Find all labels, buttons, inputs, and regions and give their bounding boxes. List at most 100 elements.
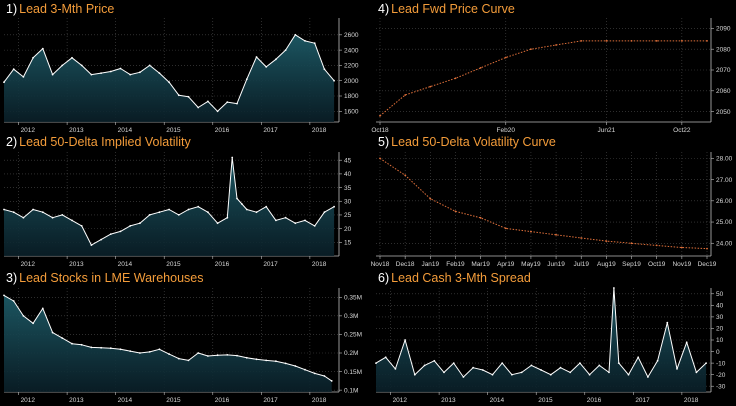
panel-4-number: 4) xyxy=(378,2,389,16)
p4-point xyxy=(680,40,683,42)
panel-6: 6) Lead Cash 3-Mth Spread -30 -20 -10 0 10 20 3… xyxy=(375,271,726,404)
p6-point xyxy=(530,364,533,367)
p5-xtick-label: Feb19 xyxy=(446,261,465,268)
p5-point xyxy=(555,233,557,236)
p2-point xyxy=(168,208,171,211)
p6-point xyxy=(443,371,445,374)
p4-ytick-label: 2060 xyxy=(716,88,731,95)
p1-point xyxy=(313,42,316,45)
p3-point xyxy=(265,359,268,362)
p2-point xyxy=(32,208,34,211)
p6-point xyxy=(666,321,669,324)
panel-3-title-text: Lead Stocks in LME Warehouses xyxy=(19,271,203,285)
p3-point xyxy=(207,355,209,357)
p3-area-fill xyxy=(4,295,332,392)
p6-xtick-label: 2014 xyxy=(490,397,505,404)
p5-point xyxy=(454,210,457,213)
p3-xtick-label: 2016 xyxy=(215,397,230,404)
p6-point xyxy=(705,362,707,364)
p1-area-fill xyxy=(4,34,335,122)
p6-point xyxy=(647,376,649,378)
p6-xtick-label: 2018 xyxy=(684,397,699,404)
p2-point xyxy=(71,219,73,222)
p1-point xyxy=(207,100,209,103)
p3-point xyxy=(109,347,112,350)
p3-ytick-label: 0.15M xyxy=(344,369,362,376)
p6-series-line xyxy=(375,287,707,378)
p1-point xyxy=(226,101,229,103)
p5-point xyxy=(630,242,633,245)
p6-point xyxy=(549,373,552,376)
p2-point xyxy=(284,216,287,219)
p2-xtick-label: 2014 xyxy=(118,261,133,268)
p6-point xyxy=(452,362,455,364)
p5-point xyxy=(479,216,482,219)
p3-point xyxy=(323,375,326,377)
p6-ytick-label: 10 xyxy=(716,337,724,344)
panel-4-title: 4) Lead Fwd Price Curve xyxy=(378,2,515,16)
p3-point xyxy=(41,307,44,310)
p3-point xyxy=(12,300,15,302)
panel-5: 5) Lead 50-Delta Volatility Curve 24.00 25… xyxy=(371,135,733,268)
panel-1: 1) Lead 3-Mth Price 1600 1800 2000 2200 2400 2… xyxy=(3,2,359,134)
p2-ytick-label: 35 xyxy=(344,185,352,192)
p3-point xyxy=(177,357,180,360)
p6-ytick-label: -20 xyxy=(716,372,726,379)
p6-point xyxy=(579,362,581,364)
p4-ytick-label: 2090 xyxy=(716,26,731,33)
p1-point xyxy=(323,68,326,71)
p2-point xyxy=(236,197,238,200)
p5-point xyxy=(530,230,532,233)
p4-xtick-label: Feb20 xyxy=(497,127,516,134)
p5-point xyxy=(680,246,683,249)
p2-xtick-label: 2017 xyxy=(263,261,278,268)
p1-xtick-label: 2017 xyxy=(263,127,278,134)
p2-point xyxy=(158,211,161,214)
p6-point xyxy=(676,368,678,370)
panel-1-number: 1) xyxy=(6,2,17,16)
p2-point xyxy=(90,244,93,247)
p4-xtick-label: Jun21 xyxy=(598,127,616,134)
p3-point xyxy=(90,346,93,349)
p2-point xyxy=(139,222,141,225)
p2-point xyxy=(51,216,54,219)
p4-point xyxy=(580,40,583,42)
p2-point xyxy=(323,211,326,214)
p6-point xyxy=(598,364,601,367)
p1-point xyxy=(22,76,25,78)
p3-xtick-label: 2017 xyxy=(263,397,278,404)
p4-point xyxy=(504,56,507,59)
panel-1-title-text: Lead 3-Mth Price xyxy=(19,2,114,16)
p3-point xyxy=(187,359,190,362)
p3-point xyxy=(100,346,102,349)
p1-point xyxy=(109,70,112,73)
panel-2: 2) Lead 50-Delta Implied Volatility 15 20 2… xyxy=(3,135,352,268)
p4-point xyxy=(555,44,557,46)
panel-1-title: 1) Lead 3-Mth Price xyxy=(6,2,114,16)
p3-point xyxy=(71,342,73,345)
p4-point xyxy=(530,48,532,51)
p5-point xyxy=(706,247,708,250)
p6-point xyxy=(462,376,465,378)
p3-point xyxy=(313,372,316,375)
panel-5-title-text: Lead 50-Delta Volatility Curve xyxy=(391,135,556,149)
p3-point xyxy=(216,354,219,357)
p4-curve-line xyxy=(379,40,707,117)
p2-point xyxy=(241,203,243,205)
p2-xtick-label: 2015 xyxy=(166,261,181,268)
p1-xtick-label: 2015 xyxy=(166,127,181,134)
p5-ytick-label: 24.00 xyxy=(716,240,733,247)
panel-5-number: 5) xyxy=(378,135,389,149)
p1-point xyxy=(139,71,141,74)
p3-point xyxy=(255,358,258,361)
p1-ytick-label: 2400 xyxy=(344,47,359,54)
panel-2-plot: 15 20 25 30 35 40 45 2012 2013 2014 2015 2016 2017 20… xyxy=(3,152,352,268)
p1-xtick-label: 2014 xyxy=(118,127,133,134)
p3-point xyxy=(245,356,248,359)
p3-point xyxy=(275,360,277,363)
p1-point xyxy=(119,67,122,70)
p3-point xyxy=(119,348,122,351)
p6-point xyxy=(617,362,620,364)
